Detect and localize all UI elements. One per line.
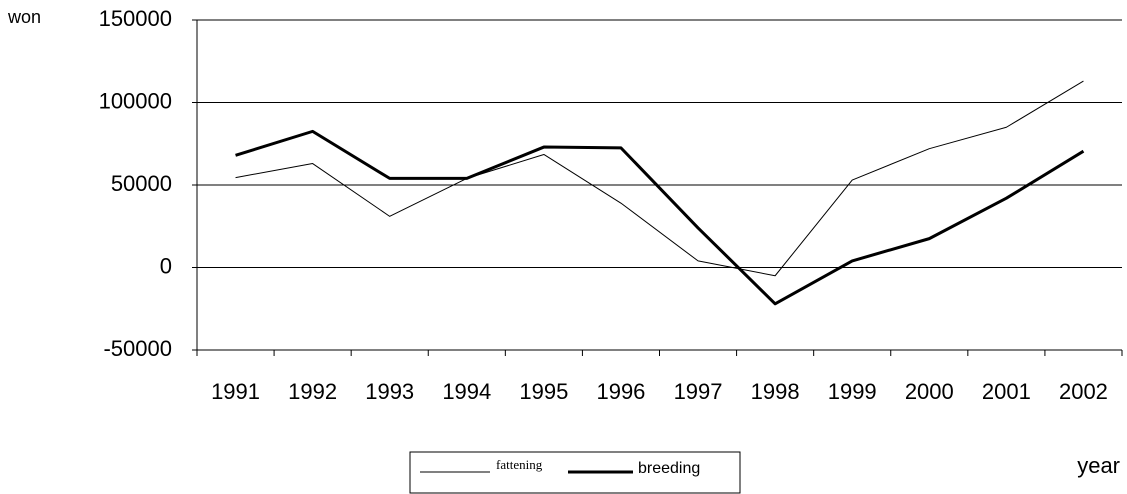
x-tick-label: 2000 — [905, 379, 954, 404]
x-tick-label: 1995 — [519, 379, 568, 404]
data-line — [235, 80, 1084, 277]
x-tick-label: 1993 — [365, 379, 414, 404]
x-tick-label: 1999 — [828, 379, 877, 404]
x-axis-label: year — [1077, 453, 1120, 478]
y-tick-label: 100000 — [99, 88, 172, 113]
x-tick-label: 1994 — [442, 379, 491, 404]
y-axis-label: won — [7, 7, 41, 27]
x-tick-label: 2001 — [982, 379, 1031, 404]
legend-label: fattening — [496, 457, 543, 472]
x-tick-label: 1997 — [674, 379, 723, 404]
x-tick-label: 1992 — [288, 379, 337, 404]
y-tick-label: 150000 — [99, 6, 172, 31]
x-tick-label: 1996 — [596, 379, 645, 404]
legend-label: breeding — [638, 460, 700, 477]
data-line — [235, 129, 1085, 306]
x-tick-label: 1991 — [211, 379, 260, 404]
y-tick-label: 0 — [160, 253, 172, 278]
x-tick-label: 2002 — [1059, 379, 1108, 404]
y-tick-label: -50000 — [103, 336, 172, 361]
x-tick-label: 1998 — [751, 379, 800, 404]
y-tick-label: 50000 — [111, 171, 172, 196]
